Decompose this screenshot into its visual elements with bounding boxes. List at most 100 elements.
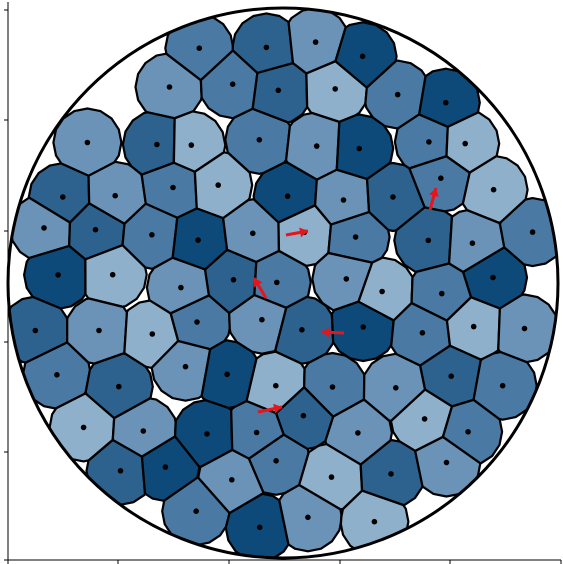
cell-nucleus (443, 99, 449, 106)
cell-nucleus (80, 424, 87, 431)
cell-nucleus (60, 194, 66, 200)
cell-nucleus (329, 384, 336, 390)
cell-nucleus (438, 175, 444, 181)
cell-nucleus (170, 184, 176, 191)
cell (330, 300, 395, 363)
cell-nucleus (390, 194, 396, 200)
cell-nucleus (521, 325, 528, 332)
cell-nucleus (195, 237, 201, 243)
cell-nucleus (313, 143, 320, 149)
cell-nucleus (388, 471, 394, 477)
velocity-arrows-layer (252, 187, 439, 414)
cell-nucleus (359, 53, 366, 60)
cell-nucleus (109, 271, 116, 278)
cell-nucleus (196, 45, 203, 51)
cell-nucleus (253, 429, 260, 436)
cell-nucleus (371, 518, 378, 525)
cell-nucleus (256, 137, 263, 143)
cell-nucleus (443, 459, 450, 466)
cell-nucleus (274, 279, 280, 286)
cell-nucleus (469, 240, 476, 246)
cell-nucleus (84, 139, 91, 146)
cell-nucleus (393, 385, 399, 391)
cell-nucleus (299, 327, 305, 333)
cell-nucleus (182, 363, 189, 370)
cell-nucleus (499, 382, 506, 389)
cell-nucleus (229, 477, 235, 483)
cell-nucleus (224, 371, 230, 378)
cell-nucleus (275, 87, 282, 94)
velocity-arrow (321, 327, 345, 338)
cells-layer (8, 8, 558, 558)
velocity-arrow (285, 227, 309, 238)
cell-nucleus (117, 468, 124, 474)
velocity-arrow (428, 187, 439, 211)
cell-nucleus (470, 323, 477, 330)
cell-nucleus (149, 331, 156, 337)
cell-nucleus (394, 91, 401, 98)
cell-nucleus (356, 145, 363, 152)
cell-nucleus (419, 330, 426, 336)
cell-nucleus (229, 81, 236, 87)
cell-nucleus (41, 225, 47, 231)
cell-nucleus (425, 237, 432, 244)
cell-nucleus (439, 290, 445, 297)
cell-nucleus (360, 324, 367, 330)
cell-nucleus (116, 383, 122, 390)
cell-nucleus (162, 464, 169, 470)
cell-nucleus (490, 274, 496, 281)
cell-nucleus (421, 416, 428, 422)
cell-nucleus (230, 277, 237, 283)
cell-nucleus (305, 514, 311, 521)
cell-nucleus (193, 508, 199, 514)
velocity-arrow (252, 277, 268, 299)
cell-nucleus (188, 142, 195, 148)
cell-nucleus (340, 197, 347, 203)
velocity-arrow (257, 403, 283, 414)
cell-nucleus (259, 316, 265, 323)
cell-nucleus (328, 474, 335, 480)
cell-nucleus (32, 327, 39, 334)
cell-nucleus (215, 182, 221, 188)
cell-nucleus (426, 139, 432, 145)
cell-nucleus (154, 141, 160, 148)
cell-nucleus (343, 276, 350, 282)
cell-nucleus (96, 327, 102, 334)
cell-nucleus (178, 284, 184, 291)
nuclei-layer (32, 39, 536, 531)
cell-nucleus (204, 431, 210, 437)
cell-nucleus (273, 382, 279, 389)
cell-nucleus (379, 288, 385, 295)
cell-nucleus (140, 428, 147, 434)
cell (23, 244, 87, 310)
cell-nucleus (490, 186, 497, 193)
cell-nucleus (55, 272, 61, 278)
cell-nucleus (54, 372, 60, 378)
domain-boundary-circle (6, 6, 560, 560)
cell-nucleus (149, 232, 155, 238)
cell-nucleus (300, 412, 307, 419)
cell-nucleus (284, 193, 291, 199)
cell-nucleus (92, 226, 99, 233)
cell-nucleus (112, 192, 118, 199)
cell-nucleus (332, 86, 339, 92)
cell-nucleus (465, 429, 471, 435)
cell-nucleus (462, 140, 469, 147)
cell-nucleus (194, 319, 200, 325)
cell (408, 155, 471, 213)
plot-axes (4, 2, 562, 564)
cell-nucleus (250, 230, 256, 237)
cell-nucleus (448, 373, 455, 380)
cell-nucleus (166, 84, 173, 90)
cell-nucleus (312, 39, 319, 45)
cell-nucleus (352, 234, 359, 240)
cell (150, 339, 212, 402)
cell-nucleus (355, 430, 361, 436)
cell-nucleus (273, 458, 279, 464)
cell-nucleus (529, 229, 536, 235)
cell-nucleus (256, 524, 263, 531)
cell (497, 293, 558, 364)
cell-nucleus (263, 44, 270, 51)
